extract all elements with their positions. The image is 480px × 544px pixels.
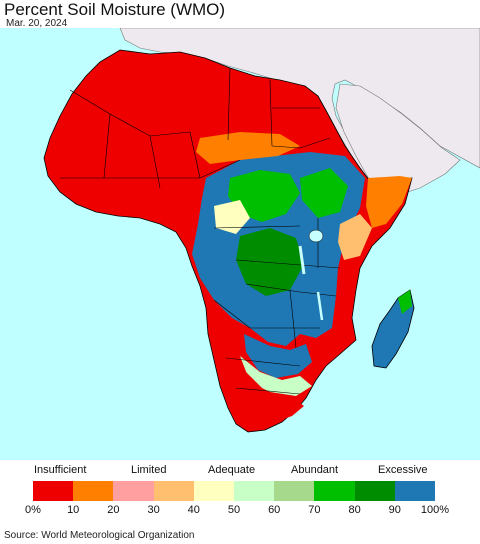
- wet-zone-abundant-3: [300, 168, 348, 218]
- legend-tick: 0%: [25, 504, 41, 516]
- legend-tick: 40: [187, 504, 200, 516]
- legend-swatch: [113, 481, 154, 501]
- legend-categories: Insufficient Limited Adequate Abundant E…: [0, 464, 480, 478]
- limited-patch-east: [338, 214, 372, 260]
- madagascar-north-green: [398, 290, 412, 314]
- page-title: Percent Soil Moisture (WMO): [4, 0, 226, 19]
- legend-tick: 90: [388, 504, 401, 516]
- legend-swatch: [394, 481, 436, 501]
- southern-africa-wet: [244, 334, 312, 378]
- legend-swatch: [153, 481, 194, 501]
- legend-tick: 30: [147, 504, 160, 516]
- legend-swatch: [314, 481, 355, 501]
- legend-category-excessive: Excessive: [378, 464, 428, 476]
- legend-swatch: [33, 481, 74, 501]
- map-date: Mar. 20, 2024: [6, 18, 68, 29]
- lake-tanganyika: [298, 245, 306, 275]
- legend-tick: 10: [67, 504, 80, 516]
- lake-victoria: [308, 229, 324, 243]
- adequate-patch-west: [214, 200, 250, 234]
- legend-tick: 50: [227, 504, 241, 516]
- legend-swatch: [354, 481, 395, 501]
- legend-category-adequate: Adequate: [208, 464, 256, 476]
- kalahari-dry: [216, 364, 304, 426]
- legend-tick: 60: [268, 504, 281, 516]
- legend-tick: 70: [308, 504, 321, 516]
- legend-swatch: [234, 481, 275, 501]
- soil-moisture-map: [0, 28, 480, 460]
- legend-category-limited: Limited: [131, 464, 167, 476]
- wet-zone-abundant-1: [228, 170, 300, 222]
- legend-category-abundant: Abundant: [291, 464, 339, 476]
- legend-category-insufficient: Insufficient: [34, 464, 87, 476]
- source-credit: Source: World Meteorological Organizatio…: [4, 530, 195, 541]
- arabia-land: [335, 83, 461, 197]
- wet-zone-abundant-2: [236, 228, 304, 296]
- horn-of-africa: [366, 176, 412, 228]
- legend-swatch: [274, 481, 315, 501]
- limited-patch-sahel: [196, 132, 300, 164]
- legend-tick: 80: [348, 504, 361, 516]
- legend-swatch: [73, 481, 114, 501]
- legend-tick: 20: [107, 504, 120, 516]
- legend-tick: 100%: [420, 504, 450, 516]
- legend-ticks: 0% 10 20 30 40 50 60 70 80 90 100%: [0, 504, 480, 518]
- country-borders: [60, 67, 341, 395]
- lake-malawi: [316, 291, 324, 321]
- legend-swatch: [193, 481, 235, 501]
- legend-color-bar: [33, 481, 436, 501]
